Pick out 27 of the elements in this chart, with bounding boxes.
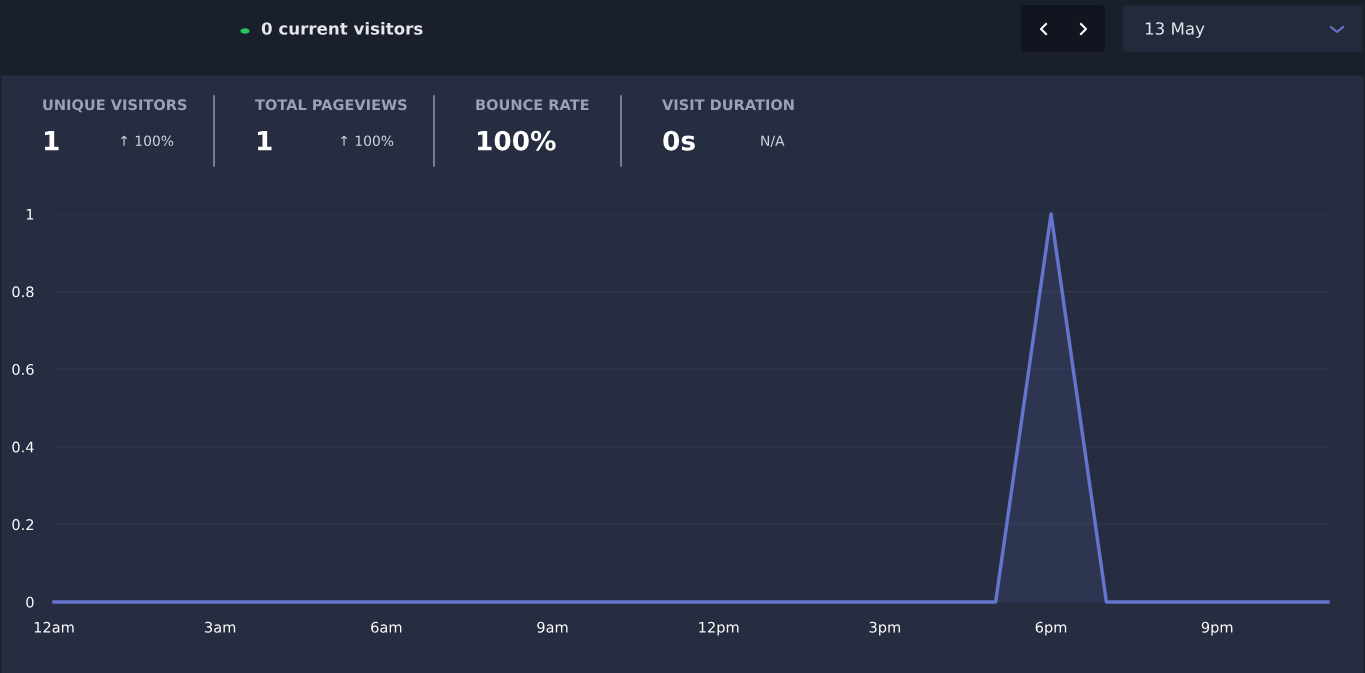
- text: N/A: [761, 135, 785, 148]
- text: 1: [44, 131, 59, 151]
- text: 0 current visitors: [261, 21, 423, 35]
- y-tick-label: 0: [26, 596, 34, 608]
- x-tick-label: 12am: [34, 621, 74, 633]
- y-tick-label: 0.8: [12, 286, 34, 298]
- text: 100%: [477, 130, 556, 151]
- x-tick-label: 3pm: [869, 621, 900, 636]
- text: ↑ 100%: [121, 135, 174, 147]
- text: 1: [257, 131, 272, 151]
- text: BOUNCE RATE: [476, 99, 589, 111]
- x-tick-label: 9pm: [1201, 621, 1233, 636]
- text: ↑ 100%: [341, 135, 394, 147]
- x-tick-label: 3am: [205, 621, 236, 633]
- x-tick-label: 9am: [537, 621, 568, 633]
- y-tick-label: 0.6: [12, 363, 34, 375]
- y-tick-label: 0.4: [12, 441, 34, 453]
- x-tick-label: 6am: [371, 621, 402, 633]
- text: 13 May: [1145, 22, 1205, 39]
- text: UNIQUE VISITORS: [43, 99, 187, 113]
- x-tick-label: 12pm: [699, 621, 739, 636]
- y-tick-label: 1: [26, 208, 34, 220]
- text: TOTAL PAGEVIEWS: [255, 99, 407, 111]
- y-tick-label: 0.2: [12, 519, 34, 531]
- text: VISIT DURATION: [662, 99, 794, 111]
- text: 0s: [663, 130, 695, 151]
- x-tick-label: 6pm: [1035, 621, 1067, 636]
